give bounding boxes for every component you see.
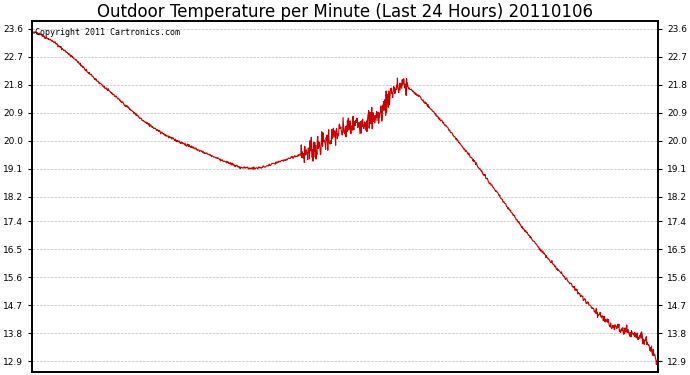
Title: Outdoor Temperature per Minute (Last 24 Hours) 20110106: Outdoor Temperature per Minute (Last 24 … — [97, 3, 593, 21]
Text: Copyright 2011 Cartronics.com: Copyright 2011 Cartronics.com — [35, 28, 180, 37]
